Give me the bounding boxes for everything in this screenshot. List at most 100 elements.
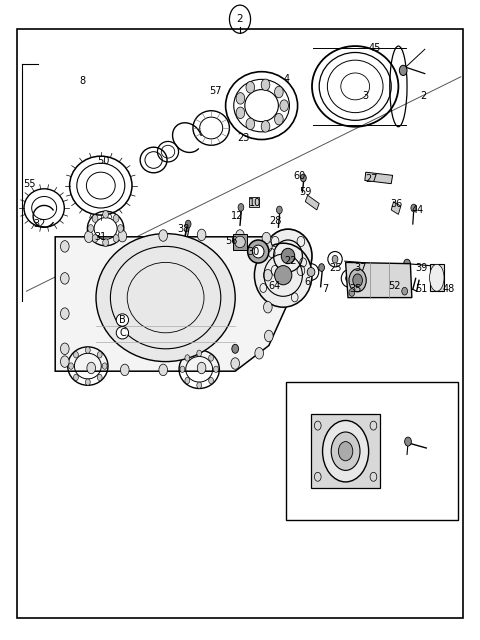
Circle shape — [246, 81, 255, 93]
Circle shape — [73, 351, 78, 358]
Circle shape — [60, 308, 69, 319]
Circle shape — [69, 363, 73, 369]
Ellipse shape — [390, 274, 397, 282]
Circle shape — [197, 229, 206, 241]
Circle shape — [60, 241, 69, 252]
Circle shape — [159, 230, 168, 241]
Polygon shape — [346, 262, 412, 298]
Bar — [249, 197, 259, 207]
Ellipse shape — [281, 248, 295, 264]
Text: 22: 22 — [284, 256, 297, 266]
Text: 45: 45 — [368, 43, 381, 53]
Text: 2: 2 — [237, 14, 243, 24]
Polygon shape — [365, 172, 393, 184]
Text: 50: 50 — [97, 156, 110, 166]
Text: 35: 35 — [349, 284, 361, 294]
Circle shape — [236, 93, 245, 104]
Text: 39: 39 — [415, 262, 428, 273]
Ellipse shape — [307, 268, 315, 276]
Circle shape — [113, 235, 119, 243]
Bar — [311, 414, 380, 488]
Circle shape — [118, 225, 123, 232]
Circle shape — [85, 379, 90, 385]
Circle shape — [185, 355, 190, 361]
Text: 30: 30 — [247, 246, 260, 257]
Circle shape — [276, 206, 282, 214]
Circle shape — [60, 273, 69, 284]
Text: C: C — [119, 328, 126, 338]
Circle shape — [236, 230, 244, 241]
Circle shape — [60, 356, 69, 367]
Ellipse shape — [331, 432, 360, 470]
Ellipse shape — [338, 442, 353, 461]
Circle shape — [264, 330, 273, 342]
Circle shape — [246, 118, 255, 130]
Polygon shape — [55, 237, 298, 371]
Text: 8: 8 — [80, 76, 85, 86]
Text: 48: 48 — [443, 284, 455, 294]
Circle shape — [118, 230, 127, 242]
Circle shape — [399, 65, 407, 76]
Circle shape — [185, 378, 190, 384]
Bar — [430, 264, 444, 291]
Text: 25: 25 — [329, 262, 341, 273]
Circle shape — [209, 355, 214, 361]
Circle shape — [402, 287, 408, 295]
Text: B: B — [119, 315, 126, 325]
Circle shape — [300, 174, 306, 182]
Circle shape — [97, 351, 102, 358]
Text: 28: 28 — [269, 216, 281, 226]
Circle shape — [214, 366, 218, 372]
Polygon shape — [391, 202, 401, 214]
Ellipse shape — [96, 234, 235, 362]
Text: 32: 32 — [33, 219, 46, 229]
Text: 59: 59 — [299, 187, 312, 197]
Circle shape — [332, 255, 338, 263]
Polygon shape — [305, 195, 319, 210]
Text: 51: 51 — [415, 284, 428, 294]
Ellipse shape — [349, 269, 366, 292]
Circle shape — [275, 86, 283, 98]
Circle shape — [197, 382, 202, 388]
Circle shape — [262, 232, 271, 244]
Circle shape — [261, 79, 270, 91]
Text: 56: 56 — [226, 236, 238, 246]
Circle shape — [238, 204, 244, 211]
Circle shape — [84, 231, 93, 243]
Text: 6: 6 — [304, 276, 310, 287]
Text: 55: 55 — [24, 179, 36, 189]
Bar — [233, 234, 247, 250]
Circle shape — [102, 363, 107, 369]
Ellipse shape — [248, 240, 269, 263]
Ellipse shape — [346, 274, 353, 283]
Ellipse shape — [264, 229, 312, 283]
Text: 36: 36 — [390, 198, 402, 209]
Circle shape — [280, 100, 288, 111]
Text: 23: 23 — [238, 132, 250, 143]
Text: 10: 10 — [249, 198, 262, 208]
Circle shape — [232, 344, 239, 353]
Circle shape — [113, 214, 119, 222]
Text: 12: 12 — [231, 211, 243, 221]
Circle shape — [275, 113, 283, 125]
Circle shape — [60, 343, 69, 355]
Ellipse shape — [275, 266, 292, 285]
Ellipse shape — [353, 274, 362, 287]
Circle shape — [87, 362, 96, 374]
Text: 3: 3 — [363, 91, 369, 101]
Circle shape — [185, 220, 191, 228]
Text: 37: 37 — [355, 262, 367, 273]
Circle shape — [349, 289, 355, 296]
Circle shape — [231, 358, 240, 369]
Circle shape — [264, 269, 272, 281]
Circle shape — [88, 225, 94, 232]
Ellipse shape — [235, 236, 245, 248]
Circle shape — [236, 107, 245, 118]
Circle shape — [264, 301, 272, 313]
Text: 64: 64 — [268, 281, 281, 291]
Circle shape — [319, 264, 324, 271]
Bar — [286, 382, 458, 520]
Ellipse shape — [323, 420, 369, 482]
Circle shape — [261, 120, 270, 132]
Circle shape — [405, 437, 411, 446]
